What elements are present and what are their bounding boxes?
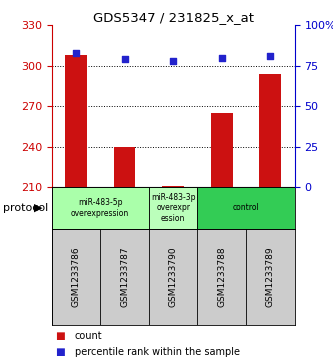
Text: GSM1233788: GSM1233788 (217, 246, 226, 307)
Point (170, 58, 176, 64)
Bar (162, 185, 184, 187)
Text: control: control (233, 203, 259, 212)
Bar (114, 147, 136, 187)
Text: GSM1233787: GSM1233787 (120, 246, 129, 307)
Bar (197, 187, 295, 229)
Point (122, 56, 127, 62)
Point (219, 55, 224, 61)
Bar (65, 55, 87, 187)
Bar (149, 187, 197, 229)
Bar (52, 187, 149, 229)
Text: GSM1233789: GSM1233789 (266, 246, 275, 307)
Title: GDS5347 / 231825_x_at: GDS5347 / 231825_x_at (93, 11, 254, 24)
Text: percentile rank within the sample: percentile rank within the sample (75, 347, 240, 356)
Text: GSM1233786: GSM1233786 (71, 246, 81, 307)
Text: ▶: ▶ (34, 203, 43, 213)
Point (73, 50, 79, 56)
Text: ■: ■ (55, 331, 65, 340)
Text: count: count (75, 331, 103, 340)
Point (268, 53, 273, 59)
Text: GSM1233790: GSM1233790 (168, 246, 178, 307)
Text: ■: ■ (55, 347, 65, 356)
Text: miR-483-3p
overexpr
ession: miR-483-3p overexpr ession (151, 193, 195, 223)
Bar (211, 113, 233, 187)
Text: protocol: protocol (3, 203, 49, 213)
Text: miR-483-5p
overexpression: miR-483-5p overexpression (71, 198, 129, 217)
Bar (259, 74, 281, 187)
